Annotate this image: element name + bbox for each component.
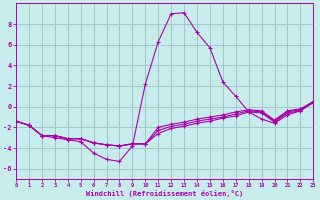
X-axis label: Windchill (Refroidissement éolien,°C): Windchill (Refroidissement éolien,°C)	[86, 190, 243, 197]
